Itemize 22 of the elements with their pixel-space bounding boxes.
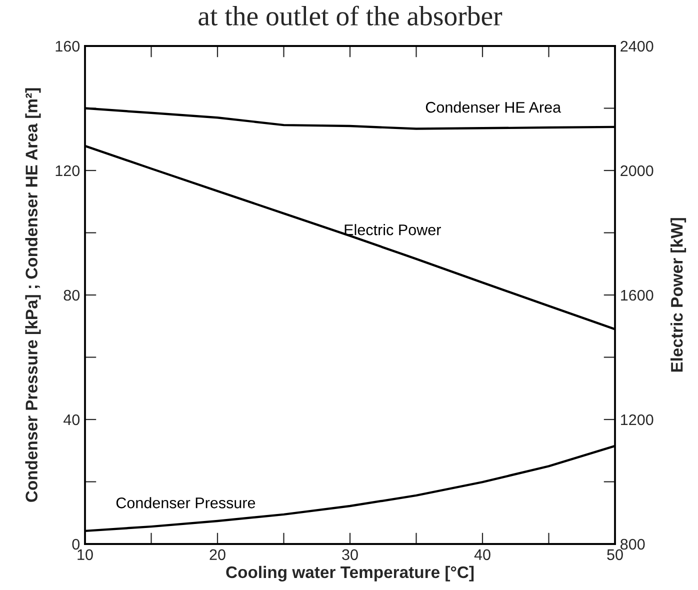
y-tick-label: 40 xyxy=(64,414,80,426)
x-tick-label: 30 xyxy=(342,549,358,560)
y2-tick-label: 1600 xyxy=(621,290,654,301)
x-axis-title: Cooling water Temperature [°C] xyxy=(226,566,474,582)
y2-tick-label: 1200 xyxy=(621,414,654,426)
series-label: Condenser Pressure xyxy=(116,497,256,508)
y2-tick-label: 2400 xyxy=(620,40,654,52)
x-tick-label: 50 xyxy=(607,549,623,560)
y2-axis-title: Electric Power [kW] xyxy=(670,218,686,372)
series-label: Condenser HE Area xyxy=(426,102,562,113)
chart-title: at the outlet of the absorber xyxy=(198,6,502,26)
y-tick-label: 80 xyxy=(64,290,80,301)
y-tick-label: 160 xyxy=(56,40,80,52)
y2-tick-label: 2000 xyxy=(620,165,654,176)
y-tick-label: 0 xyxy=(72,538,80,550)
x-tick-label: 40 xyxy=(474,549,490,560)
x-tick-label: 10 xyxy=(78,549,93,560)
x-tick-label: 20 xyxy=(210,549,226,560)
y-axis-title: Condenser Pressure [kPa] ; Condenser HE Area [m²] xyxy=(25,88,41,502)
y2-tick-label: 800 xyxy=(620,538,645,550)
y-tick-label: 120 xyxy=(56,165,80,176)
series-label: Electric Power xyxy=(344,224,441,236)
